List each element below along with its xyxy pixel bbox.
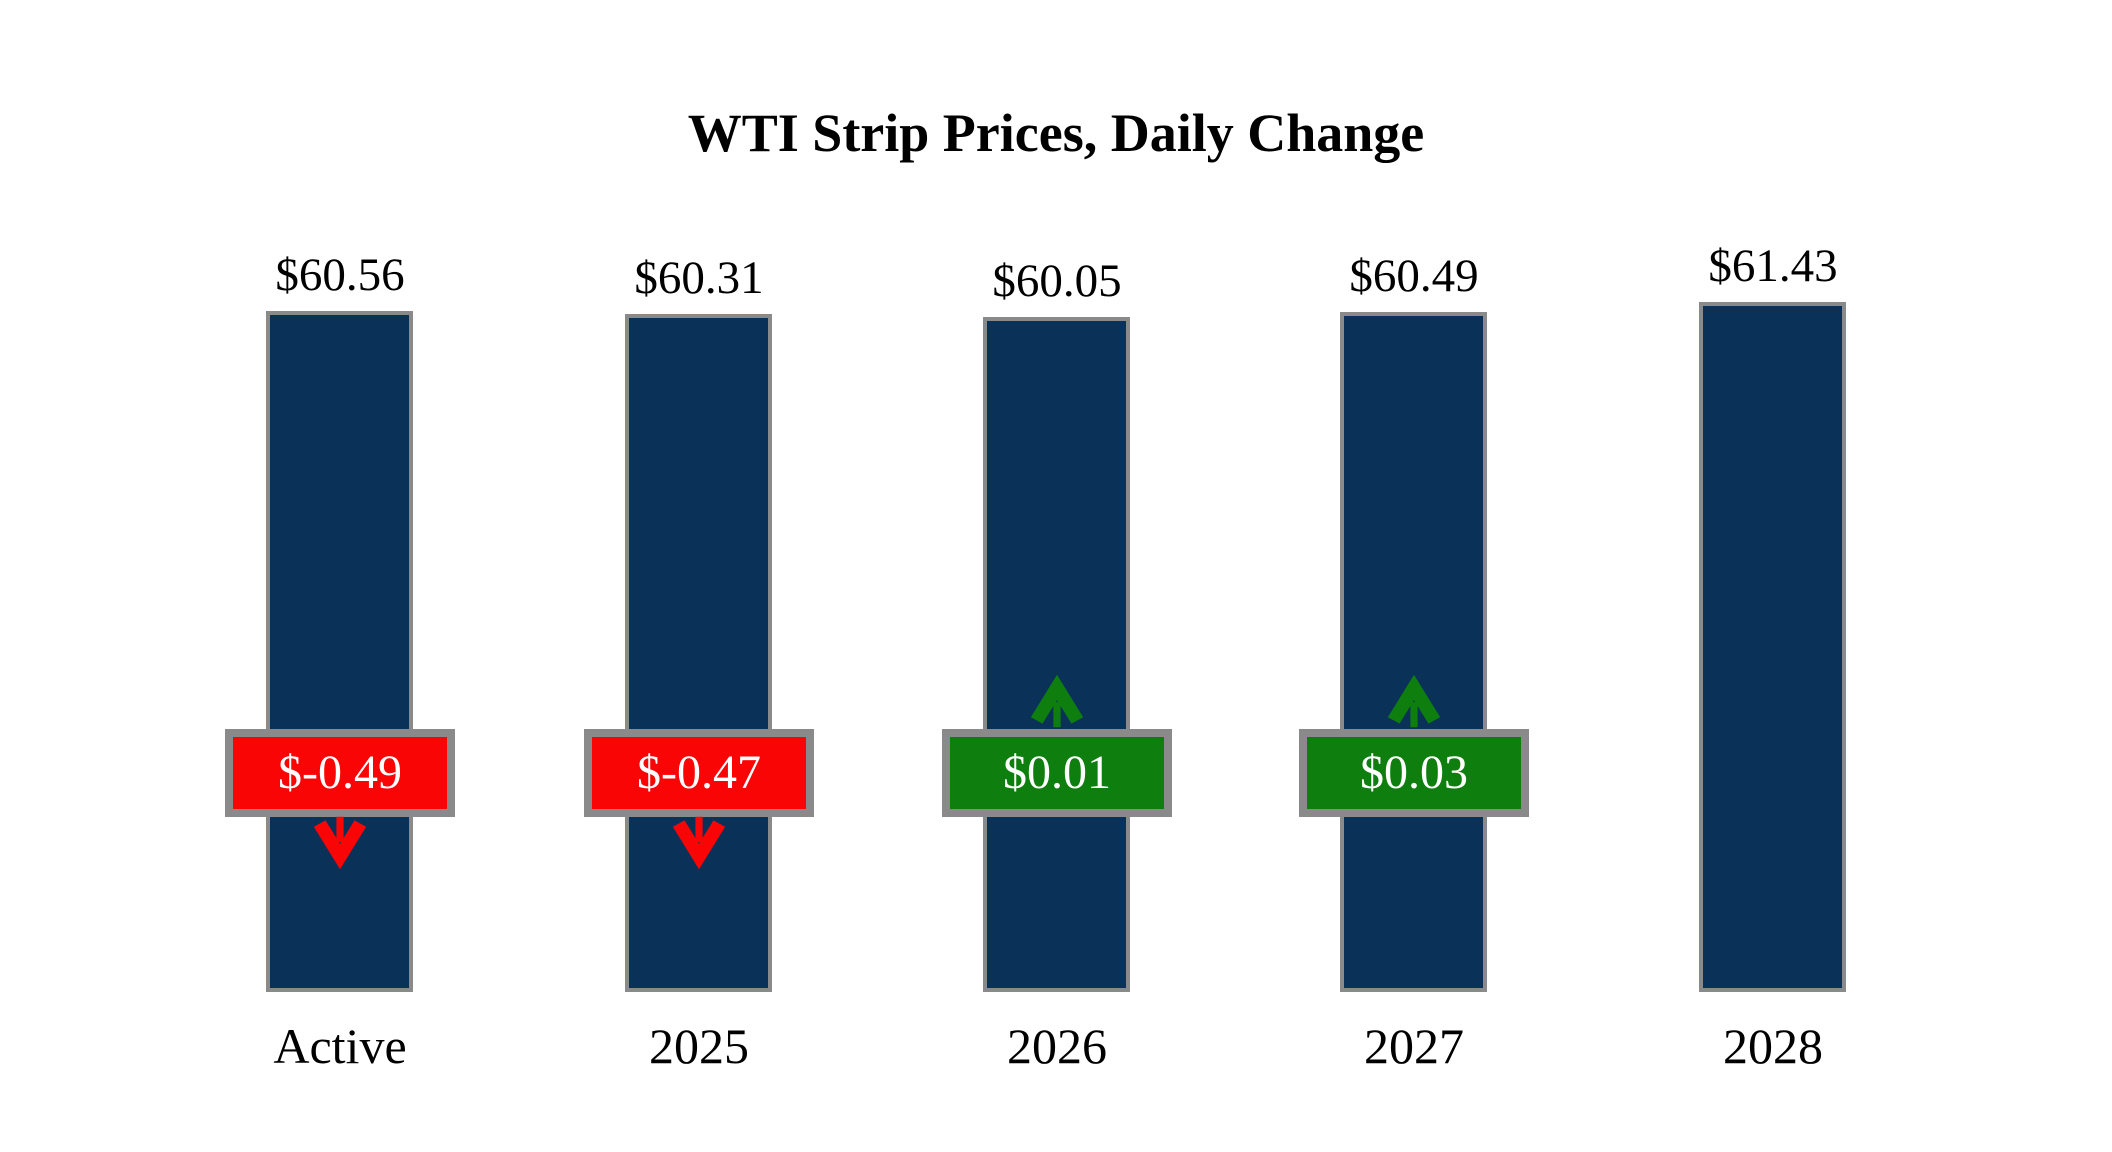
chart-title: WTI Strip Prices, Daily Change bbox=[687, 103, 1425, 163]
category-label: 2025 bbox=[649, 1018, 749, 1074]
change-label: $-0.49 bbox=[278, 746, 402, 799]
down-arrow-icon bbox=[671, 814, 727, 872]
bar bbox=[983, 317, 1130, 992]
category-label: 2027 bbox=[1364, 1018, 1464, 1074]
price-label: $60.56 bbox=[275, 249, 405, 301]
bar-group-2026: $60.05 $0.01 2026 bbox=[942, 0, 1172, 1152]
category-label: Active bbox=[273, 1018, 407, 1074]
up-arrow-icon bbox=[1029, 672, 1085, 730]
bar-group-2027: $60.49 $0.03 2027 bbox=[1299, 0, 1529, 1152]
change-badge: $0.03 bbox=[1299, 729, 1529, 817]
price-label: $60.05 bbox=[992, 255, 1122, 307]
price-label: $60.49 bbox=[1349, 250, 1479, 302]
change-badge: $0.01 bbox=[942, 729, 1172, 817]
bar-group-2025: $60.31 $-0.47 2025 bbox=[584, 0, 814, 1152]
up-arrow-icon bbox=[1386, 672, 1442, 730]
category-label: 2028 bbox=[1723, 1018, 1823, 1074]
change-label: $0.03 bbox=[1360, 746, 1468, 799]
price-label: $60.31 bbox=[634, 252, 764, 304]
change-badge: $-0.49 bbox=[225, 729, 455, 817]
bar bbox=[266, 311, 413, 992]
down-arrow-icon bbox=[312, 814, 368, 872]
bar-group-2028: $61.43 2028 bbox=[1658, 0, 1888, 1152]
change-label: $0.01 bbox=[1003, 746, 1111, 799]
bar-group-active: $60.56 $-0.49 Active bbox=[225, 0, 455, 1152]
price-label: $61.43 bbox=[1708, 240, 1838, 292]
bar bbox=[1699, 302, 1846, 992]
bar bbox=[1340, 312, 1487, 992]
change-label: $-0.47 bbox=[637, 746, 761, 799]
bar bbox=[625, 314, 772, 992]
category-label: 2026 bbox=[1007, 1018, 1107, 1074]
change-badge: $-0.47 bbox=[584, 729, 814, 817]
